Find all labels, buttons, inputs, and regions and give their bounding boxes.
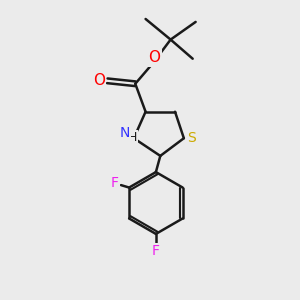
Text: O: O	[148, 50, 160, 65]
Text: H: H	[128, 131, 137, 144]
Text: F: F	[110, 176, 118, 190]
Text: N: N	[120, 126, 130, 140]
Text: O: O	[93, 73, 105, 88]
Text: S: S	[187, 131, 196, 145]
Text: F: F	[152, 244, 160, 258]
